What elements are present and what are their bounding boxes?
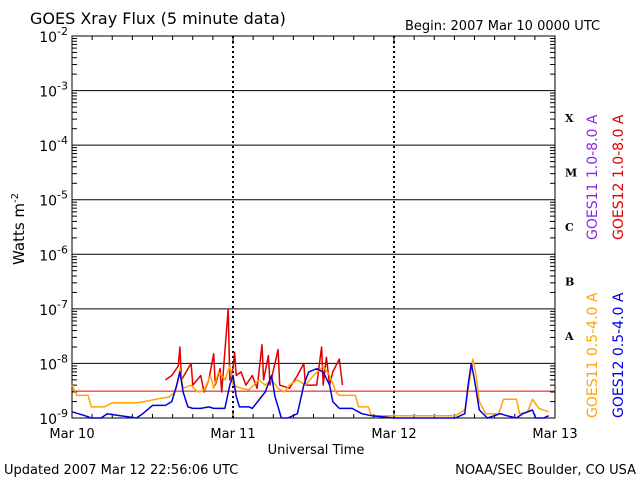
y-tick-exponent: -6 xyxy=(57,243,68,256)
y-tick-base: 10 xyxy=(39,139,57,155)
y-tick-base: 10 xyxy=(39,357,57,373)
plot-area xyxy=(71,35,556,419)
source-label: NOAA/SEC Boulder, CO USA xyxy=(455,463,636,478)
y-tick-base: 10 xyxy=(39,248,57,264)
y-tick-base: 10 xyxy=(39,412,57,428)
y-tick-label: 10-2 xyxy=(39,25,68,46)
x-tick-label: Mar 13 xyxy=(532,427,577,442)
x-tick-labels: Mar 10 Mar 11 Mar 12 Mar 13 xyxy=(49,427,577,442)
y-tick-label: 10-6 xyxy=(39,243,68,264)
begin-label: Begin: 2007 Mar 10 0000 UTC xyxy=(405,19,600,34)
x-tick-label: Mar 11 xyxy=(210,427,255,442)
x-tick-label: Mar 10 xyxy=(49,427,94,442)
y-tick-exponent: -4 xyxy=(57,134,68,147)
y-tick-label: 10-7 xyxy=(39,298,68,319)
y-tick-base: 10 xyxy=(39,85,57,101)
legend-goes11-long: GOES11 1.0-8.0 A xyxy=(585,114,601,240)
y-tick-label: 10-9 xyxy=(39,407,68,428)
y-tick-label: 10-8 xyxy=(39,352,68,373)
y-tick-exponent: -3 xyxy=(57,80,68,93)
y-tick-exponent: -5 xyxy=(57,189,68,202)
x-axis-label: Universal Time xyxy=(268,443,365,458)
series-line-1 xyxy=(164,308,344,393)
y-tick-exponent: -9 xyxy=(57,407,68,420)
legend-goes12-short: GOES12 0.5-4.0 A xyxy=(611,292,627,418)
flare-class-M: M xyxy=(565,166,577,179)
flare-class-labels: X M C B A xyxy=(564,112,577,343)
y-tick-base: 10 xyxy=(39,30,57,46)
plot-frame xyxy=(71,35,556,419)
y-axis-label-sup: -2 xyxy=(10,193,21,203)
y-tick-base: 10 xyxy=(39,303,57,319)
y-tick-exponent: -7 xyxy=(57,298,68,311)
flare-class-B: B xyxy=(565,276,574,289)
series-lines xyxy=(71,308,549,419)
y-tick-label: 10-3 xyxy=(39,80,68,101)
x-tick-label: Mar 12 xyxy=(371,427,416,442)
flare-class-C: C xyxy=(565,221,574,234)
flare-class-A: A xyxy=(564,330,574,343)
y-tick-base: 10 xyxy=(39,194,57,210)
series-line-3 xyxy=(71,362,549,419)
chart-title: GOES Xray Flux (5 minute data) xyxy=(30,9,286,28)
updated-label: Updated 2007 Mar 12 22:56:06 UTC xyxy=(4,463,238,478)
y-axis-label-base: Watts m xyxy=(10,203,28,265)
flare-class-X: X xyxy=(565,112,574,125)
series-line-2 xyxy=(71,358,549,417)
y-tick-labels: 10-210-310-410-510-610-710-810-9 xyxy=(39,25,68,428)
legend-goes12-long: GOES12 1.0-8.0 A xyxy=(611,114,627,240)
y-axis-label: Watts m-2 xyxy=(10,193,28,265)
y-tick-exponent: -8 xyxy=(57,352,68,365)
y-tick-label: 10-4 xyxy=(39,134,68,155)
y-tick-exponent: -2 xyxy=(57,25,68,38)
legend-goes11-short: GOES11 0.5-4.0 A xyxy=(585,292,601,418)
y-tick-label: 10-5 xyxy=(39,189,68,210)
